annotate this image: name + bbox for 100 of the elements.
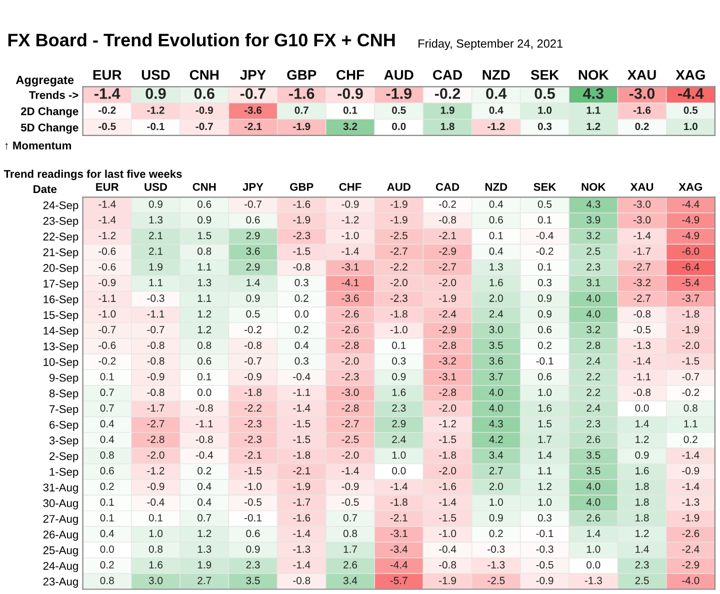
data-label: 0.8 <box>148 545 163 553</box>
data-label: -0.5 <box>342 498 359 506</box>
data-label: -2.3 <box>342 372 359 380</box>
data-label: -2.0 <box>438 467 456 474</box>
data-label: 1.0 <box>538 388 552 396</box>
data-label: 2.4 <box>586 357 600 365</box>
data-label: -0.1 <box>536 357 554 365</box>
data-label: -1.4 <box>390 482 408 490</box>
data-label: -1.9 <box>390 200 408 208</box>
data-label: -3.1 <box>438 372 456 380</box>
data-label: -0.7 <box>240 88 266 99</box>
data-label: 2.7 <box>489 467 503 474</box>
y-tick-label: 15-Sep <box>44 311 78 322</box>
data-label: -2.9 <box>682 561 700 569</box>
data-label: 2.1 <box>149 232 162 240</box>
data-label: -1.9 <box>390 216 408 224</box>
y-tick-label: 14-Sep <box>44 326 78 337</box>
data-label: -0.8 <box>438 561 456 569</box>
data-label: -0.1 <box>147 122 164 130</box>
data-label: -1.0 <box>244 482 262 490</box>
data-label: 1.7 <box>538 436 552 443</box>
y-tick-label: 13-Sep <box>44 342 78 353</box>
data-label: -2.6 <box>342 326 359 334</box>
data-label: -2.7 <box>438 263 456 270</box>
data-label: -6.4 <box>682 263 700 271</box>
data-label: -0.5 <box>536 561 554 569</box>
x-tick-label: GBP <box>287 70 316 80</box>
data-label: -0.7 <box>682 372 700 380</box>
data-label: -0.9 <box>682 467 700 474</box>
data-label: -0.1 <box>536 530 554 538</box>
text: ↑ Momentum <box>5 142 71 150</box>
data-label: -0.7 <box>196 122 213 130</box>
data-label: -1.3 <box>584 576 602 584</box>
data-label: -0.7 <box>147 326 164 334</box>
data-label: -2.5 <box>390 232 408 240</box>
data-label: -1.2 <box>98 232 116 240</box>
data-label: -0.8 <box>634 388 651 396</box>
data-label: 0.6 <box>246 530 260 538</box>
data-label: 0.1 <box>100 514 114 522</box>
y-tick-label: 5D Change <box>20 123 78 134</box>
chart-title: Trend readings for last five weeks <box>4 170 182 180</box>
chart-subtitle: Friday, September 24, 2021 <box>418 39 562 50</box>
x-tick-label: CHF <box>336 70 364 80</box>
data-label: -3.0 <box>634 200 651 208</box>
data-label: 0.1 <box>343 106 358 114</box>
data-label: -0.8 <box>634 310 651 318</box>
data-label: 0.0 <box>392 467 406 474</box>
data-label: 4.0 <box>586 482 600 490</box>
data-label: 2.7 <box>198 576 212 584</box>
data-label: -2.8 <box>438 342 456 349</box>
data-label: 0.9 <box>635 451 649 459</box>
data-label: -2.9 <box>438 248 456 255</box>
x-tick-label: GBP <box>290 182 314 191</box>
data-label: 0.6 <box>246 216 260 224</box>
data-label: 3.5 <box>586 451 600 459</box>
y-tick-label: 26-Aug <box>43 530 78 541</box>
data-label: 4.0 <box>489 388 503 396</box>
data-label: -1.6 <box>438 482 456 490</box>
data-label: -1.7 <box>293 498 310 506</box>
data-label: 2.4 <box>392 436 406 443</box>
data-label: -0.8 <box>196 404 213 412</box>
data-label: 1.0 <box>149 530 163 538</box>
data-label: 1.1 <box>586 106 600 114</box>
data-label: -2.1 <box>390 514 408 522</box>
data-label: -2.1 <box>438 232 456 240</box>
data-label: -0.8 <box>196 436 213 444</box>
data-label: -4.9 <box>682 232 700 240</box>
data-label: -2.0 <box>438 404 456 412</box>
data-label: 3.5 <box>586 467 600 474</box>
data-label: 3.5 <box>246 576 260 584</box>
data-label: 0.9 <box>198 216 212 224</box>
data-label: -1.3 <box>293 545 310 553</box>
data-label: -1.5 <box>293 436 310 444</box>
data-label: -1.1 <box>634 373 650 380</box>
y-axis-title: Date <box>34 185 57 194</box>
data-label: -2.3 <box>244 420 262 428</box>
data-label: 0.9 <box>392 372 406 380</box>
data-label: -0.9 <box>536 576 554 584</box>
y-tick-label: 25-Aug <box>43 546 78 556</box>
y-tick-label: 27-Aug <box>43 514 78 526</box>
data-label: 1.4 <box>636 420 649 428</box>
y-tick-label: 31-Aug <box>43 484 78 494</box>
data-label: -2.4 <box>438 310 456 318</box>
data-label: -2.8 <box>147 436 164 444</box>
y-tick-label: 16-Sep <box>44 295 78 306</box>
data-label: -0.5 <box>98 122 116 130</box>
data-label: -1.4 <box>682 482 700 490</box>
x-tick-label: NZD <box>482 70 510 80</box>
data-label: 1.0 <box>538 106 552 114</box>
data-label: -0.6 <box>98 342 116 349</box>
data-label: -2.5 <box>342 436 359 444</box>
x-tick-label: NZD <box>485 183 508 191</box>
data-label: 0.3 <box>294 278 308 286</box>
data-label: 2.6 <box>586 436 600 444</box>
data-label: 1.4 <box>586 530 600 538</box>
data-label: -2.7 <box>342 420 359 428</box>
data-label: 1.9 <box>440 106 454 114</box>
data-label: -1.8 <box>293 451 310 459</box>
data-label: -1.8 <box>438 451 456 459</box>
data-label: 0.9 <box>538 310 552 318</box>
